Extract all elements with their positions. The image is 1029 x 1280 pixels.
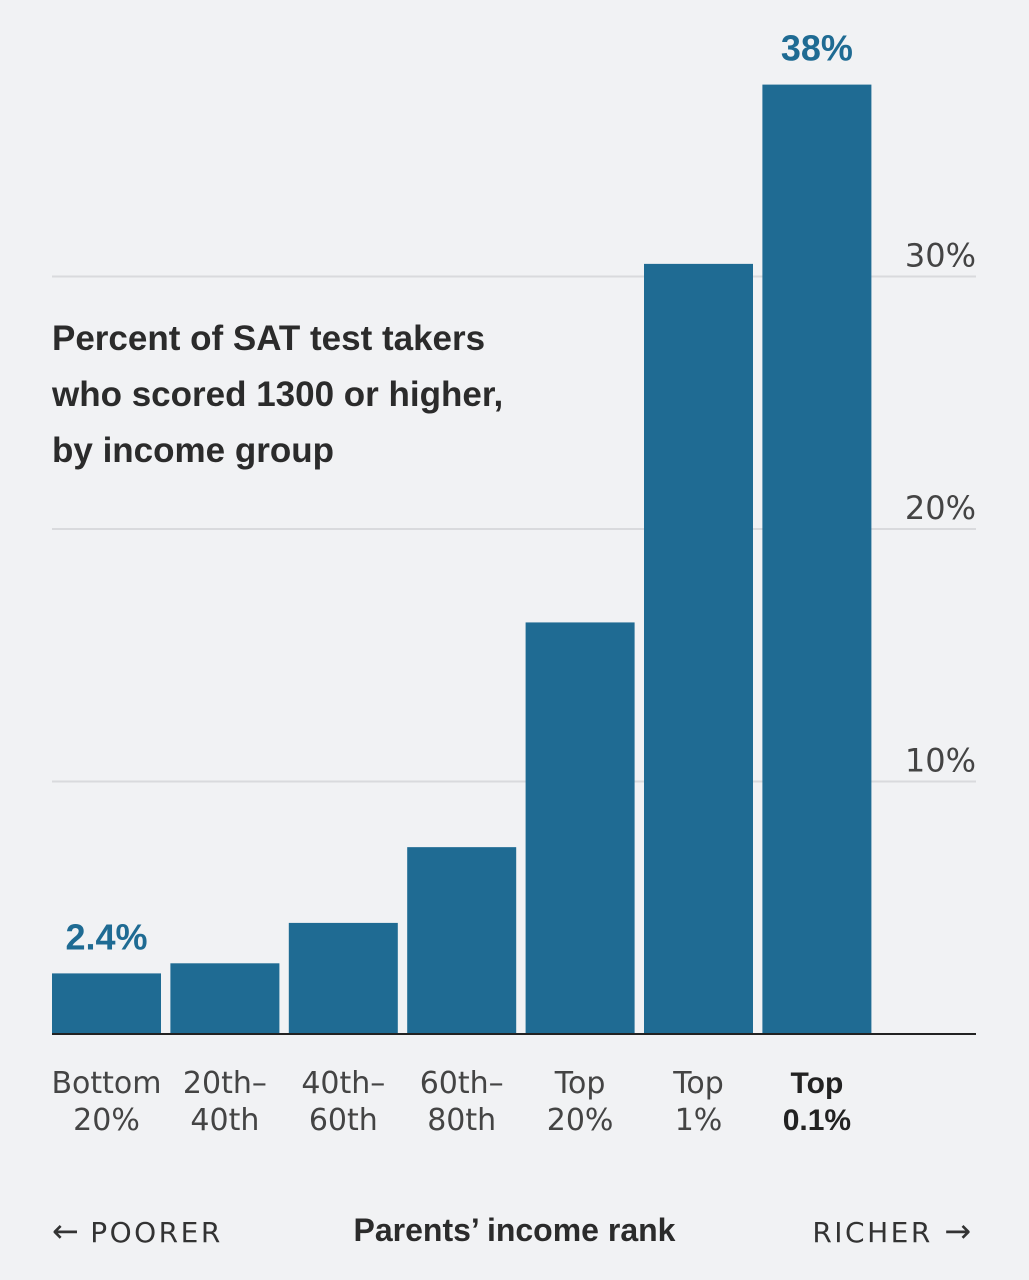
category-label: Top xyxy=(672,1066,724,1101)
richer-label: RICHER xyxy=(812,1216,933,1249)
y-tick-label: 10% xyxy=(905,742,976,780)
category-label: 20% xyxy=(73,1103,140,1138)
richer-indicator: RICHER → xyxy=(812,1212,971,1250)
bar xyxy=(644,263,753,1034)
category-label: 20th– xyxy=(183,1066,267,1101)
category-label: 40th– xyxy=(301,1066,385,1101)
chart-title-line: by income group xyxy=(52,431,334,470)
category-labels: Bottom20%20th–40th40th–60th60th–80thTop2… xyxy=(51,1066,851,1138)
y-tick-label: 20% xyxy=(905,489,976,527)
bar xyxy=(762,84,872,1035)
category-label: 60th– xyxy=(420,1066,504,1101)
category-label: Bottom xyxy=(51,1066,161,1101)
category-label: 40th xyxy=(190,1103,259,1138)
bar xyxy=(52,973,161,1034)
bar xyxy=(407,847,517,1034)
bar xyxy=(170,963,280,1034)
category-label: 1% xyxy=(675,1103,723,1138)
category-label: Top xyxy=(791,1067,844,1100)
category-label: 20% xyxy=(547,1103,614,1138)
chart-title-line: Percent of SAT test takers xyxy=(52,319,485,358)
data-label: 2.4% xyxy=(65,916,147,957)
category-label: 0.1% xyxy=(783,1104,851,1137)
bar xyxy=(525,622,635,1034)
chart-title: Percent of SAT test takers who scored 130… xyxy=(51,319,503,470)
arrow-right-icon: → xyxy=(944,1212,971,1250)
y-tick-labels: 10% 20% 30% xyxy=(905,237,976,780)
category-label: 80th xyxy=(427,1103,496,1138)
poorer-label: POORER xyxy=(90,1216,223,1249)
data-label: 38% xyxy=(781,28,853,69)
bars xyxy=(52,84,872,1035)
y-tick-label: 30% xyxy=(905,237,976,275)
category-label: Top xyxy=(554,1066,606,1101)
x-axis-title: Parents’ income rank xyxy=(353,1212,676,1248)
bar xyxy=(288,922,398,1034)
poorer-indicator: ← POORER xyxy=(52,1212,223,1250)
data-labels: 2.4% 38% xyxy=(65,28,852,958)
category-label: 60th xyxy=(309,1103,378,1138)
chart-title-line: who scored 1300 or higher, xyxy=(51,375,503,414)
arrow-left-icon: ← xyxy=(52,1212,79,1250)
